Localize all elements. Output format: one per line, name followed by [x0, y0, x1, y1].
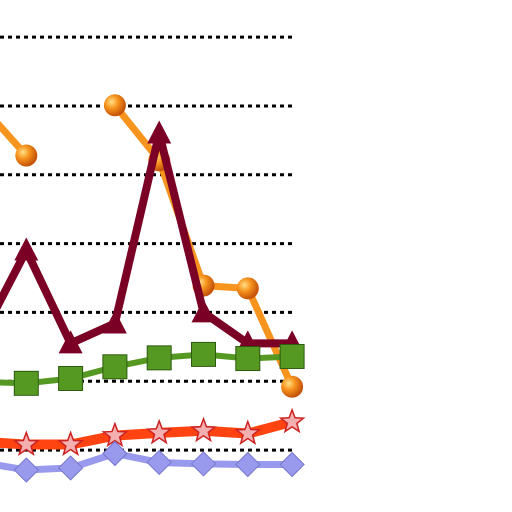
point: [13, 370, 39, 396]
point: [146, 449, 172, 476]
point: [101, 421, 129, 448]
point: [145, 418, 173, 445]
point: [279, 451, 305, 478]
point: [235, 346, 261, 372]
point: [102, 354, 128, 380]
point: [234, 419, 262, 446]
point: [235, 451, 261, 478]
point: [191, 299, 216, 323]
point: [278, 407, 306, 434]
point: [103, 94, 126, 117]
series-line: [0, 132, 293, 349]
point: [190, 416, 217, 443]
point: [12, 430, 40, 457]
point: [102, 440, 128, 467]
point: [58, 330, 83, 354]
point: [13, 457, 40, 483]
point: [279, 343, 305, 369]
point: [190, 451, 217, 477]
point: [102, 310, 127, 334]
point: [15, 144, 38, 167]
point: [191, 341, 216, 367]
point: [57, 455, 84, 481]
point: [14, 237, 39, 261]
point: [281, 375, 304, 398]
point: [58, 365, 84, 391]
point: [146, 345, 172, 371]
point: [147, 120, 172, 144]
point: [236, 277, 259, 300]
point: [57, 430, 85, 457]
